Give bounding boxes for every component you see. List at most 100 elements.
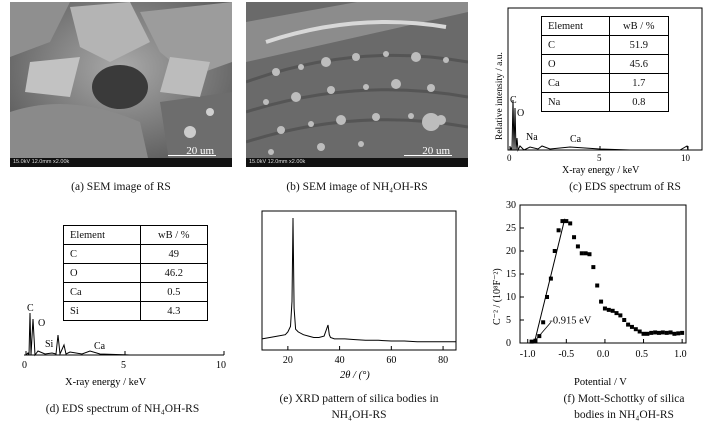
caption-a: (a) SEM image of RS — [71, 181, 171, 193]
table-cell: 0.8 — [608, 92, 670, 112]
eds-rs-table: Element wB / % C 51.9 O 45.6 Ca 1.7 Na 0.8 — [541, 16, 670, 112]
ms-data-point — [572, 235, 577, 240]
ms-data-point — [622, 318, 627, 322]
ms-data-point — [599, 299, 604, 304]
eds-nh-peak-si: Si — [45, 339, 54, 350]
ms-data-point — [656, 330, 661, 335]
caption-e-line2: NH₄OH-RS — [331, 409, 387, 421]
ms-data-point — [653, 330, 658, 335]
ms-data-point — [591, 265, 596, 270]
xrd-chart: 20 40 60 80 2θ / (°) — [261, 210, 457, 381]
table-row: Element wB / % — [63, 225, 209, 245]
ms-series-points — [529, 219, 685, 344]
eds-spectrum-rs: Relative intensity / a.u. C O Na Ca 0 5 … — [495, 7, 703, 176]
eds-nh-peak-o: O — [38, 318, 45, 329]
eds-rs-trace — [509, 99, 702, 152]
eds-nh-xlabel: X-ray energy / keV — [65, 377, 147, 388]
ms-data-point — [645, 331, 650, 336]
eds-rs-peak-na: Na — [526, 132, 538, 143]
ms-data-point — [660, 330, 665, 335]
table-cell: 1.7 — [608, 73, 670, 93]
ms-data-point — [533, 338, 538, 343]
ms-ytick-label: 5 — [506, 315, 511, 326]
eds-rs-frame — [507, 7, 703, 151]
eds-nh-xtick-0: 0 — [22, 360, 27, 371]
ms-data-point — [579, 251, 584, 256]
ms-ytick-label: 15 — [506, 269, 516, 280]
caption-f-line2: bodies in NH₄OH-RS — [574, 409, 674, 421]
table-cell: Ca — [541, 73, 610, 93]
table-header: wB / % — [608, 16, 670, 36]
sem-texture-nh4oh-rs — [246, 2, 468, 167]
ms-ytick-label: 10 — [506, 292, 516, 303]
ms-annotation-arrow — [535, 322, 552, 341]
ms-data-point — [618, 313, 623, 318]
table-row: Element wB / % — [541, 16, 670, 36]
xrd-xtick-label: 40 — [335, 355, 345, 366]
table-row: C 51.9 — [541, 35, 670, 55]
table-row: C 49 — [63, 244, 209, 264]
ms-data-point — [541, 320, 546, 325]
ms-xtick-label: 0.5 — [636, 349, 649, 360]
ms-data-point — [637, 329, 642, 334]
caption-e-line1: (e) XRD pattern of silica bodies in — [279, 393, 439, 405]
ms-xtick-label: 0.0 — [597, 349, 610, 360]
table-cell: 4.3 — [139, 301, 209, 321]
eds-nh-trace — [25, 312, 224, 357]
scale-bar-label-a: 20 um — [186, 145, 214, 157]
ms-ytick-label: 25 — [506, 223, 516, 234]
ms-data-point — [672, 331, 677, 336]
ms-data-point — [548, 276, 553, 281]
ms-xtick-label: -1.0 — [520, 349, 536, 360]
ms-data-point — [649, 330, 654, 335]
eds-nh-peak-ca: Ca — [94, 341, 106, 352]
eds-rs-xlabel: X-ray energy / keV — [562, 165, 640, 176]
xrd-xtick-label: 20 — [283, 355, 293, 366]
eds-rs-peak-ca: Ca — [570, 134, 582, 145]
caption-f-line1: (f) Mott-Schottky of silica — [563, 393, 685, 405]
ms-data-point — [602, 306, 607, 311]
ms-data-point — [633, 327, 638, 332]
ms-data-point — [568, 221, 573, 226]
ms-data-point — [664, 330, 669, 335]
table-cell: 0.5 — [139, 282, 209, 302]
ms-data-point — [610, 308, 615, 313]
caption-d: (d) EDS spectrum of NH₄OH-RS — [45, 403, 200, 415]
ms-fit-line — [533, 218, 566, 344]
ms-data-point — [587, 252, 592, 257]
table-row: O 46.2 — [63, 263, 209, 283]
ms-xtick-label: -0.5 — [558, 349, 574, 360]
scale-bar-a — [168, 155, 216, 156]
ms-data-point — [564, 219, 569, 224]
eds-rs-peak-o: O — [517, 108, 524, 119]
eds-rs-xtick-10: 10 — [681, 153, 691, 163]
sem-texture-rs — [10, 2, 232, 167]
eds-nh-xtick-5: 5 — [121, 360, 126, 371]
xrd-xlabel: 2θ / (°) — [340, 370, 370, 381]
table-cell: 49 — [139, 244, 209, 264]
table-header: Element — [541, 16, 610, 36]
xrd-xtick-label: 60 — [386, 355, 396, 366]
xrd-xticks: 20 40 60 80 — [283, 346, 448, 366]
ms-data-point — [545, 295, 550, 299]
ms-data-point — [680, 330, 685, 335]
table-cell: Si — [63, 301, 141, 321]
xrd-series-line — [261, 217, 456, 343]
ms-data-point — [606, 307, 611, 312]
ms-annotation: -0.915 eV — [549, 316, 591, 327]
table-cell: 46.2 — [139, 263, 209, 283]
table-row: O 45.6 — [541, 54, 670, 74]
table-row: Si 4.3 — [63, 301, 209, 321]
table-cell: Na — [541, 92, 610, 112]
ms-data-point — [614, 311, 619, 316]
table-cell: 45.6 — [608, 54, 670, 74]
ms-data-point — [556, 228, 561, 233]
eds-spectrum-nh4oh-rs: C O Si Ca 0 5 10 X-ray energy / keV — [22, 303, 226, 388]
eds-rs-xtick-5: 5 — [597, 153, 602, 163]
ms-data-point — [595, 283, 600, 288]
ms-data-point — [641, 331, 646, 336]
table-row: Na 0.8 — [541, 92, 670, 112]
eds-nh-peak-c: C — [27, 303, 34, 314]
sem-info-strip-b: 15.0kV 12.0mm x2.00k — [246, 158, 468, 167]
ms-data-point — [629, 324, 634, 329]
